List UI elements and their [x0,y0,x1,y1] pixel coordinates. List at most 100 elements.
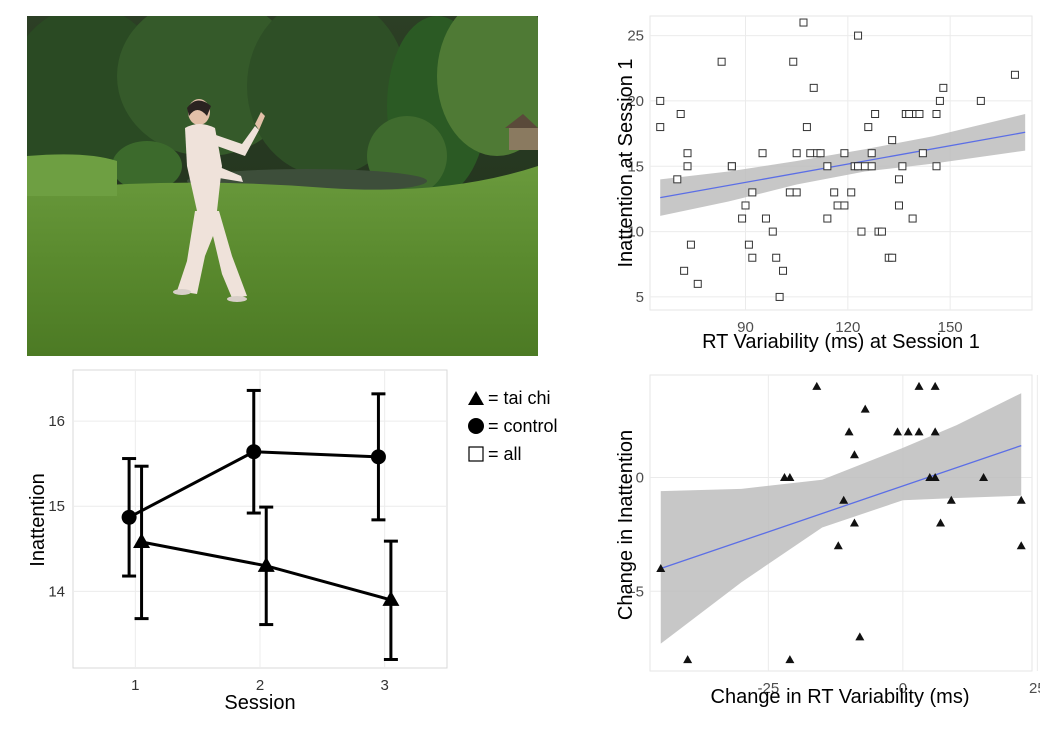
y-tick-labels: 5 10 15 20 25 [627,28,644,306]
data-point [802,123,811,132]
x-tick-labels: 90 120 150 [737,319,963,336]
y-tick-labels: -5 0 [631,469,644,600]
data-point [946,495,956,504]
data-point [758,149,767,158]
data-point [792,149,801,158]
scatter-plot-change: -25 0 25 -5 0 Change in RT Variability (ms)… [600,360,1046,735]
legend-label: = all [488,443,522,464]
x-tick-label: 1 [131,677,139,694]
confidence-band [660,393,1022,644]
data-point [894,201,903,210]
data-points [656,381,1026,664]
data-point [806,149,815,158]
x-tick-label: 150 [938,319,963,336]
y-tick-label: 5 [636,289,644,306]
data-point [905,110,914,118]
data-point [914,381,924,390]
data-point [857,227,866,236]
data-point [898,162,907,171]
x-tick-label: 0 [899,680,907,697]
y-tick-labels: 14 15 16 [48,413,65,600]
data-point [839,495,849,504]
data-point [686,240,695,249]
legend-label: = control [488,415,558,436]
y-tick-label: 14 [48,583,65,600]
data-point [676,110,685,118]
legend: = tai chi = control = all [466,384,596,474]
data-point [744,240,753,249]
data-point [840,201,849,210]
scatter-plot-session1: 90 120 150 5 10 15 20 25 RT Variability (ms) a… [600,0,1040,370]
series-tai-chi [133,464,400,661]
data-point [877,227,886,236]
data-point [823,162,832,171]
data-point [370,449,386,465]
data-point [894,175,903,184]
data-point [892,427,902,436]
data-point [847,188,856,197]
data-point [382,590,400,606]
data-point [121,509,137,525]
data-point [656,96,665,105]
data-point [888,136,897,145]
data-point [840,149,849,158]
data-point [976,96,985,105]
square-icon [466,443,488,465]
data-point [823,214,832,223]
legend-item-all: = all [466,440,596,468]
data-point [775,292,784,301]
data-point [860,162,869,171]
line-chart-sessions: 1 2 3 14 15 16 Session Inattention [0,360,460,735]
data-point [748,253,757,262]
data-point [727,162,736,171]
data-point [979,472,989,481]
data-point [779,266,788,275]
data-point [761,214,770,223]
data-point [867,162,876,171]
data-point [888,253,897,262]
y-tick-label: 20 [627,93,644,110]
x-tick-label: 25 [1029,680,1040,697]
data-point [864,123,873,132]
data-point [860,404,870,413]
data-point [914,427,924,436]
data-point [918,149,927,158]
legend-label: = tai chi [488,387,551,408]
data-point [656,123,665,132]
data-point [939,83,948,92]
fit-line [660,131,1026,199]
data-point [833,201,842,210]
data-point [785,188,794,197]
data-point [738,214,747,223]
series [121,388,400,661]
data-point [844,427,854,436]
data-point [693,279,702,288]
data-point [833,541,843,550]
data-point [133,532,151,548]
x-tick-label: -25 [758,680,780,697]
y-axis-label: Inattention [27,473,49,566]
y-axis-label: Inattention at Session 1 [615,58,637,267]
data-point [930,472,940,481]
data-point [683,149,692,158]
data-point [849,518,859,527]
series-control [121,388,386,578]
data-point [785,655,795,664]
y-tick-label: 15 [48,498,65,515]
data-point [741,201,750,210]
data-points [656,18,1019,301]
data-point [830,188,839,197]
data-point [816,149,825,158]
data-point [1016,495,1026,504]
x-tick-label: 90 [737,319,754,336]
data-point [717,57,726,66]
x-tick-label: 120 [835,319,860,336]
fit-line [660,444,1022,570]
circle-icon [466,415,488,437]
y-tick-label: 10 [627,224,644,241]
data-point [680,266,689,275]
x-axis-label: Session [224,692,295,714]
legend-item-control: = control [466,412,596,440]
triangle-icon [466,387,488,409]
x-tick-labels: 1 2 3 [131,677,389,694]
